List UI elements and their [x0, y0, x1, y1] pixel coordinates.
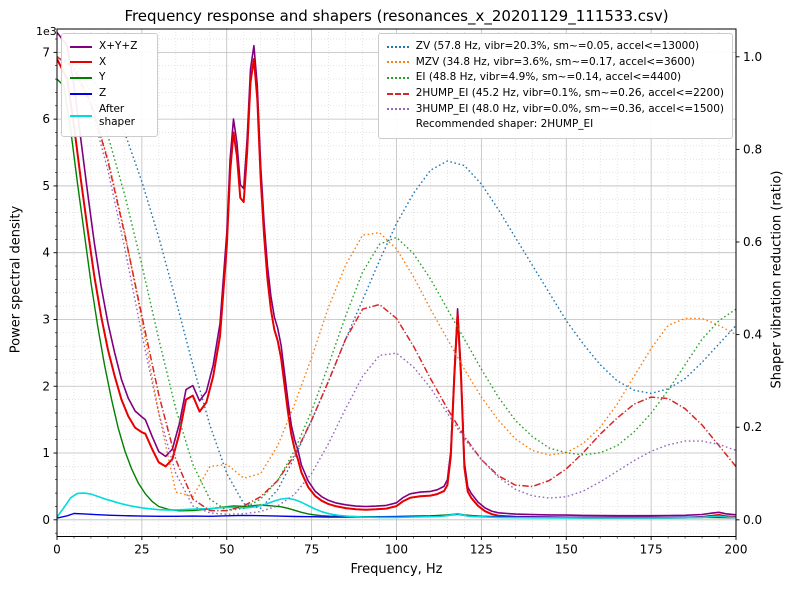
legend-label-zv: ZV (57.8 Hz, vibr=20.3%, sm~=0.05, accel… — [415, 40, 700, 52]
shaper-curve-2hump_ei — [57, 56, 736, 512]
y-axis-offset-label: 1e3 — [36, 25, 57, 38]
y-right-tick-label: 1.0 — [743, 50, 762, 64]
y-left-tick-label: 2 — [42, 379, 50, 393]
y-line-sample — [70, 77, 92, 80]
y-right-tick-label: 0.0 — [743, 513, 762, 527]
y-right-tick-label: 0.2 — [743, 420, 762, 434]
y-axis-right-label: Shaper vibration reduction (ratio) — [769, 170, 785, 389]
x-tick-label: 75 — [304, 543, 319, 557]
y-left-tick-label: 0 — [42, 513, 50, 527]
legend-item-y: Y — [70, 71, 149, 85]
legend-item-2hump-ei: 2HUMP_EI (45.2 Hz, vibr=0.1%, sm~=0.26, … — [386, 86, 724, 101]
x-tick-label: 25 — [134, 543, 149, 557]
psd-legend: X+Y+Z X Y Z After shaper — [61, 33, 158, 137]
legend-item-3hump-ei: 3HUMP_EI (48.0 Hz, vibr=0.0%, sm~=0.36, … — [386, 102, 724, 117]
legend-label-after-shaper: After shaper — [99, 102, 136, 129]
y-right-tick-label: 0.6 — [743, 235, 762, 249]
ei-line-sample — [386, 77, 409, 80]
y-left-tick-label: 5 — [42, 179, 50, 193]
chart-title: Frequency response and shapers (resonanc… — [124, 7, 669, 25]
zv-line-sample — [386, 45, 409, 48]
x-axis-label: Frequency, Hz — [350, 562, 443, 577]
psd-curve-after-shaper — [57, 492, 736, 519]
legend-item-xyz: X+Y+Z — [70, 40, 149, 54]
x-tick-label: 50 — [219, 543, 234, 557]
y-left-tick-label: 3 — [42, 312, 50, 326]
psd-curve-x+y+z — [57, 31, 736, 517]
legend-item-mzv: MZV (34.8 Hz, vibr=3.6%, sm~=0.17, accel… — [386, 55, 724, 70]
shaper-curve-zv — [57, 56, 736, 509]
z-line-sample — [70, 92, 92, 95]
mzv-line-sample — [386, 61, 409, 64]
2hump-ei-line-sample — [386, 92, 409, 95]
after-shaper-line-sample — [70, 115, 92, 118]
y-axis-left-label: Power spectral density — [8, 205, 24, 354]
x-tick-label: 150 — [555, 543, 578, 557]
legend-item-x: X — [70, 56, 149, 70]
legend-label-xyz: X+Y+Z — [99, 40, 138, 52]
legend-item-recommended: Recommended shaper: 2HUMP_EI — [387, 118, 724, 132]
legend-item-after-shaper: After shaper — [70, 103, 149, 130]
y-left-tick-label: 6 — [42, 112, 50, 126]
legend-item-zv: ZV (57.8 Hz, vibr=20.3%, sm~=0.05, accel… — [386, 40, 724, 54]
y-left-tick-label: 4 — [42, 246, 50, 260]
legend-item-ei: EI (48.8 Hz, vibr=4.9%, sm~=0.14, accel<… — [386, 71, 724, 85]
legend-label-y: Y — [99, 71, 106, 84]
x-line-sample — [70, 61, 92, 64]
legend-label-z: Z — [99, 86, 107, 99]
legend-label-x: X — [99, 55, 107, 68]
x-tick-label: 0 — [53, 543, 61, 557]
recommended-shaper-label: Recommended shaper: 2HUMP_EI — [415, 118, 594, 131]
x-tick-label: 200 — [725, 543, 748, 557]
y-right-tick-label: 0.4 — [743, 328, 762, 342]
x-tick-label: 175 — [640, 543, 663, 557]
xyz-line-sample — [70, 45, 92, 48]
legend-label-mzv: MZV (34.8 Hz, vibr=3.6%, sm~=0.17, accel… — [415, 55, 695, 68]
y-left-tick-label: 1 — [42, 446, 50, 460]
legend-label-3hump-ei: 3HUMP_EI (48.0 Hz, vibr=0.0%, sm~=0.36, … — [415, 102, 724, 115]
3hump-ei-line-sample — [386, 108, 409, 111]
legend-item-z: Z — [70, 87, 149, 101]
legend-label-ei: EI (48.8 Hz, vibr=4.9%, sm~=0.14, accel<… — [415, 71, 682, 84]
curves-group — [57, 31, 736, 519]
y-right-tick-label: 0.8 — [743, 142, 762, 156]
shaper-legend: ZV (57.8 Hz, vibr=20.3%, sm~=0.05, accel… — [377, 33, 733, 139]
legend-label-2hump-ei: 2HUMP_EI (45.2 Hz, vibr=0.1%, sm~=0.26, … — [415, 86, 724, 99]
y-left-tick-label: 7 — [42, 45, 50, 59]
x-tick-label: 100 — [385, 543, 408, 557]
x-tick-label: 125 — [470, 543, 493, 557]
